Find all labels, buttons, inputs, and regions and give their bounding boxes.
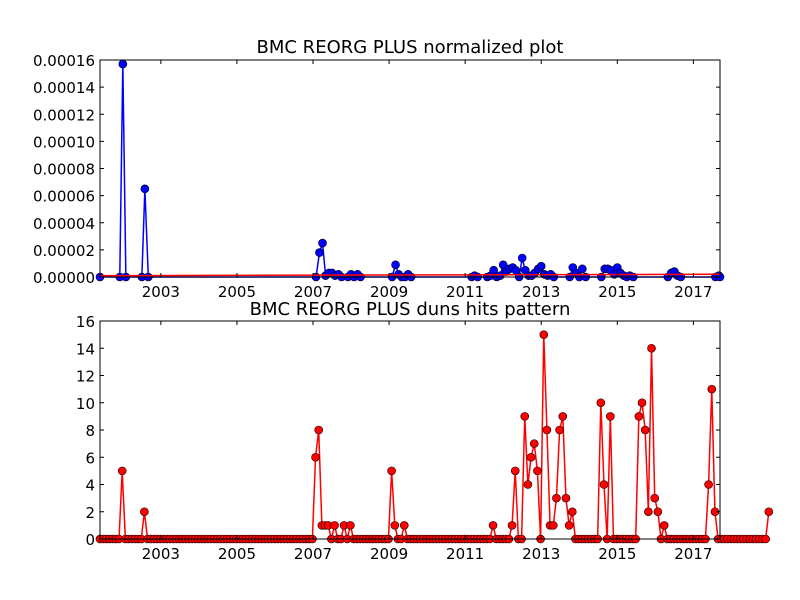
y-tick-label: 0.00008 [33,161,95,179]
y-tick-label: 2 [85,504,95,522]
y-tick-label: 10 [76,395,95,413]
x-tick-label: 2009 [370,283,408,301]
data-point [707,384,717,394]
y-tick-label: 0.00012 [33,106,95,124]
normalized-plot-x-ticks: 2003 2005 2007 2009 2011 2013 2015 2017 [142,60,712,301]
x-tick-label: 2017 [674,545,712,563]
data-point [391,260,400,270]
data-point [596,398,606,408]
data-point [488,521,498,530]
x-tick-label: 2005 [218,283,256,301]
data-point [552,493,561,503]
x-tick-label: 2013 [522,283,560,301]
data-point [539,330,549,339]
y-tick-label: 0.00004 [33,215,95,233]
data-point [653,507,663,517]
data-point [558,412,568,421]
duns-hits-y-ticks: 0 2 4 6 8 10 12 14 16 [76,313,720,549]
x-tick-label: 2003 [142,545,180,563]
normalized-plot-area [95,59,725,282]
data-point [118,59,128,69]
data-point [555,425,564,435]
data-point [564,521,574,530]
data-point [140,507,149,517]
data-point [599,480,609,489]
data-point [536,261,546,271]
y-tick-label: 0.00014 [33,79,95,97]
normalized-plot-axes: BMC REORG PLUS normalized plot 2003 2005 2… [33,37,725,301]
data-point [647,343,656,353]
y-tick-label: 0.00002 [33,242,95,260]
x-tick-label: 2003 [142,283,180,301]
data-point [529,439,539,448]
x-tick-label: 2011 [446,283,484,301]
data-point [640,425,650,435]
data-point [520,412,530,421]
y-tick-label: 6 [85,449,95,467]
data-point [399,521,409,530]
data-point [390,521,400,530]
data-point [659,521,669,530]
y-tick-label: 12 [76,368,95,386]
data-point [567,507,577,517]
duns-hits-title: BMC REORG PLUS duns hits pattern [250,299,571,320]
data-point [578,264,587,274]
x-tick-label: 2009 [370,545,408,563]
data-point [330,521,339,530]
y-tick-label: 0.00006 [33,188,95,206]
x-tick-label: 2017 [674,283,712,301]
data-point [314,425,324,435]
data-point [311,452,320,462]
data-point [634,412,644,421]
data-point [704,480,713,489]
data-point [523,480,533,489]
data-point [517,253,527,263]
data-point [526,452,536,462]
y-tick-label: 0.00000 [33,269,95,287]
x-tick-label: 2015 [598,283,636,301]
data-point [644,507,653,517]
y-tick-label: 4 [85,477,95,495]
y-tick-label: 0.00010 [33,133,95,151]
data-point [140,184,150,194]
data-point [637,398,647,408]
x-tick-label: 2005 [218,545,256,563]
x-tick-label: 2011 [446,545,484,563]
data-point [650,493,660,503]
x-tick-label: 2015 [598,545,636,563]
y-tick-label: 0 [85,531,95,549]
data-point [561,493,571,503]
x-tick-label: 2013 [522,545,560,563]
x-tick-label: 2007 [294,545,332,563]
normalized-plot-title: BMC REORG PLUS normalized plot [257,37,564,58]
y-tick-label: 0.00016 [33,52,95,70]
data-point [606,412,615,421]
y-tick-label: 8 [85,422,95,440]
data-point [495,271,505,280]
y-tick-label: 16 [76,313,95,331]
y-tick-label: 14 [76,340,95,358]
duns-hits-x-ticks: 2003 2005 2007 2009 2011 2013 2015 2017 [142,321,712,563]
data-point [387,466,396,476]
data-point [315,248,324,257]
data-point [510,466,520,476]
duns-hits-axes: BMC REORG PLUS duns hits pattern 2003 200… [76,299,774,563]
series-line-1 [99,273,721,277]
data-point [548,521,558,530]
normalized-plot-y-ticks: 0.00000 0.00002 0.00004 0.00006 0.00008 0.000… [33,52,720,287]
x-tick-label: 2007 [294,283,332,301]
data-point [318,238,327,248]
data-point [533,466,542,476]
data-point [507,521,517,530]
data-point [764,507,774,517]
data-point [542,425,552,435]
data-point [117,466,127,476]
data-point [346,521,355,530]
data-point [761,534,770,544]
